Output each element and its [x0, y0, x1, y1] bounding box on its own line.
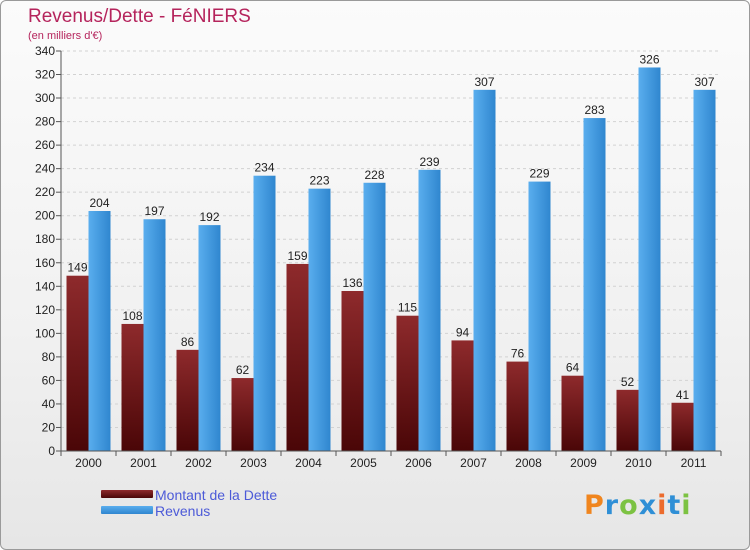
logo-letter: r	[604, 490, 620, 521]
chart-subtitle: (en milliers d'€)	[28, 30, 103, 42]
data-label-revenus: 192	[199, 210, 219, 224]
bar-revenus	[253, 175, 276, 452]
y-tick-label: 140	[35, 279, 55, 293]
data-label-revenus: 229	[529, 167, 549, 181]
x-tick-label: 2005	[350, 456, 377, 470]
y-tick-label: 180	[35, 232, 55, 246]
x-tick-label: 2009	[570, 456, 597, 470]
logo-letter: o	[619, 490, 639, 521]
data-label-debt: 76	[511, 347, 525, 361]
legend-label-revenus: Revenus	[155, 503, 211, 519]
bar-revenus	[198, 225, 221, 451]
y-tick-label: 300	[35, 91, 55, 105]
x-tick-label: 2002	[185, 456, 212, 470]
logo-letter: i	[681, 490, 692, 521]
logo-letter: i	[657, 490, 668, 521]
bar-revenus	[308, 188, 331, 451]
data-label-debt: 136	[342, 276, 362, 290]
bar-revenus	[583, 118, 606, 451]
bar-revenus	[693, 89, 716, 451]
data-label-debt: 94	[456, 325, 470, 339]
data-label-debt: 108	[122, 309, 142, 323]
bar-debt	[451, 340, 474, 451]
y-tick-label: 340	[35, 44, 55, 58]
data-label-debt: 86	[181, 335, 195, 349]
data-label-debt: 62	[236, 363, 250, 377]
bar-revenus	[143, 219, 166, 451]
y-tick-label: 160	[35, 256, 55, 270]
legend-swatch-debt	[101, 490, 153, 498]
bar-debt	[121, 323, 144, 451]
y-tick-label: 100	[35, 326, 55, 340]
data-label-debt: 64	[566, 361, 580, 375]
x-tick-label: 2004	[295, 456, 322, 470]
y-tick-label: 280	[35, 115, 55, 129]
logo-letter: x	[638, 490, 658, 521]
bar-revenus	[638, 67, 661, 452]
x-tick-label: 2003	[240, 456, 267, 470]
data-label-debt: 52	[621, 375, 635, 389]
y-tick-label: 40	[42, 397, 56, 411]
data-label-debt: 41	[676, 388, 690, 402]
bar-debt	[506, 361, 529, 451]
bar-revenus	[88, 211, 111, 451]
bar-revenus	[528, 181, 551, 451]
data-label-revenus: 204	[89, 196, 109, 210]
bar-revenus	[363, 182, 386, 451]
data-label-revenus: 239	[419, 155, 439, 169]
data-label-revenus: 307	[474, 75, 494, 89]
data-label-debt: 159	[287, 249, 307, 263]
bar-debt	[396, 315, 419, 451]
legend-label-debt: Montant de la Dette	[155, 487, 278, 503]
data-label-revenus: 307	[694, 75, 714, 89]
bar-revenus	[418, 169, 441, 451]
x-tick-label: 2000	[75, 456, 102, 470]
data-label-revenus: 234	[254, 161, 274, 175]
logo-letter: P	[584, 490, 605, 521]
legend-swatch-revenus	[101, 506, 153, 514]
y-tick-label: 0	[48, 444, 55, 458]
bar-revenus	[473, 89, 496, 451]
data-label-revenus: 326	[639, 52, 659, 66]
y-tick-label: 200	[35, 209, 55, 223]
y-tick-label: 240	[35, 162, 55, 176]
y-tick-label: 20	[42, 420, 56, 434]
x-tick-label: 2010	[625, 456, 652, 470]
y-tick-label: 60	[42, 373, 56, 387]
logo-letter: t	[667, 490, 682, 521]
bar-debt	[616, 389, 639, 451]
y-tick-label: 320	[35, 68, 55, 82]
bar-debt	[176, 349, 199, 451]
bar-debt	[341, 291, 364, 451]
x-tick-label: 2001	[130, 456, 157, 470]
bar-debt	[286, 263, 309, 451]
x-tick-label: 2006	[405, 456, 432, 470]
proxiti-logo: Proxiti	[584, 490, 692, 521]
bar-debt	[561, 375, 584, 451]
y-tick-label: 260	[35, 138, 55, 152]
x-tick-label: 2008	[515, 456, 542, 470]
chart-title: Revenus/Dette - FéNIERS	[28, 6, 251, 27]
y-tick-label: 120	[35, 303, 55, 317]
bar-debt	[231, 378, 254, 451]
x-tick-label: 2011	[681, 456, 707, 470]
data-label-debt: 115	[398, 301, 417, 315]
data-label-revenus: 228	[364, 168, 384, 182]
data-label-revenus: 223	[309, 174, 329, 188]
data-label-debt: 149	[67, 261, 87, 275]
y-tick-label: 80	[42, 350, 56, 364]
x-tick-label: 2007	[460, 456, 487, 470]
bar-debt	[66, 275, 89, 451]
data-label-revenus: 283	[584, 103, 604, 117]
y-tick-label: 220	[35, 185, 55, 199]
bar-debt	[671, 402, 694, 451]
data-label-revenus: 197	[144, 204, 164, 218]
